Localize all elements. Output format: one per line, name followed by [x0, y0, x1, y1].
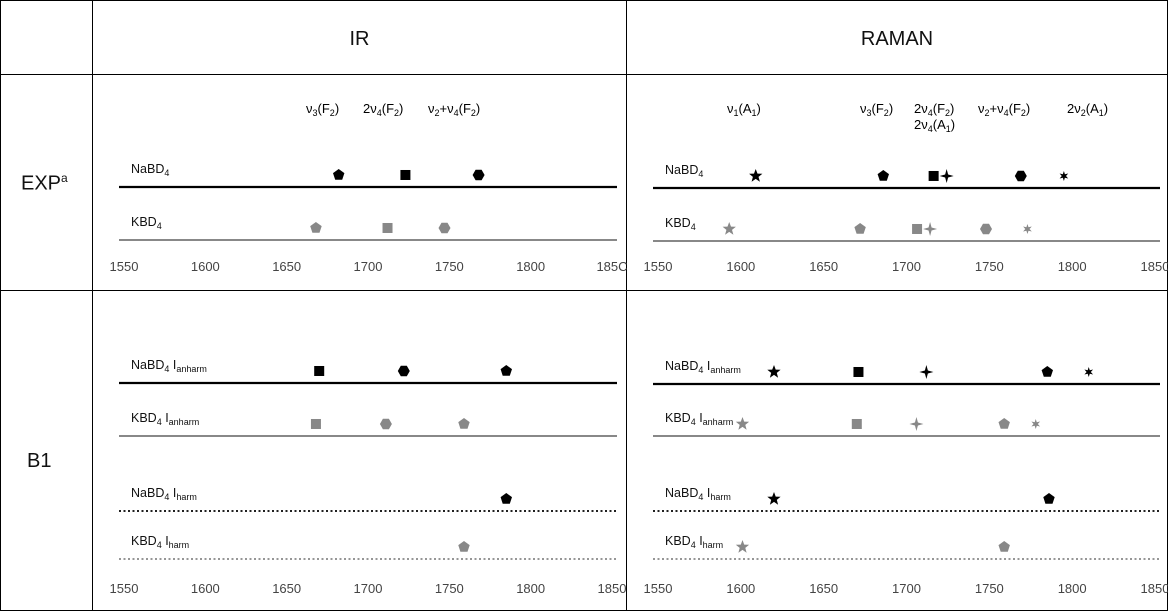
peak-marker-pentagon — [854, 223, 866, 234]
chart-exp-ir: ν3(F2) 2ν4(F2) ν2+ν4(F2) 1550 1600 1650 170… — [110, 101, 628, 274]
series-label: KBD4 Ianharm — [131, 411, 199, 427]
x-tick-label: 1650 — [809, 581, 838, 596]
series-label: NaBD4 — [131, 162, 169, 178]
peak-marker-square — [382, 222, 393, 233]
peak-marker-star6 — [1059, 171, 1069, 181]
x-tick-label: 1600 — [726, 259, 755, 274]
x-tick-label: 1600 — [191, 259, 220, 274]
peak-marker-hexagon — [980, 223, 992, 235]
x-tick-label: 1850 — [1141, 259, 1168, 274]
x-tick-label: 1800 — [1058, 581, 1087, 596]
peak-marker-pentagon — [458, 541, 470, 552]
peak-marker-star — [735, 417, 750, 430]
x-tick-label: 1550 — [110, 581, 139, 596]
peak-marker-pentagon — [500, 365, 512, 376]
peak-marker-pentagon — [310, 222, 322, 233]
series-label: KBD4 Iharm — [131, 534, 189, 550]
series-label: NaBD4 — [665, 163, 703, 179]
series-label: KBD4 — [665, 216, 696, 232]
peak-marker-star6 — [1031, 419, 1041, 429]
x-tick-label: 1750 — [435, 259, 464, 274]
annotation-nu3: ν3(F2) — [860, 101, 893, 118]
series-label: KBD4 — [131, 215, 162, 231]
peak-marker-pentagon — [998, 541, 1010, 552]
x-tick-label: 1550 — [644, 259, 673, 274]
x-tick-label: 1750 — [435, 581, 464, 596]
annotation-2nu2: 2ν2(A1) — [1067, 101, 1108, 118]
x-tick-label: 1600 — [191, 581, 220, 596]
peak-marker-star — [722, 222, 736, 235]
peak-marker-star6 — [1023, 224, 1032, 234]
annotation-2nu4-f2: 2ν4(F2) — [914, 101, 954, 118]
peak-marker-star — [749, 169, 763, 182]
x-tick-label: 1850 — [1141, 581, 1168, 596]
peak-marker-pentagon — [998, 418, 1010, 429]
peak-marker-star — [767, 365, 781, 378]
x-tick-label: 1700 — [892, 259, 921, 274]
peak-marker-square — [851, 418, 862, 429]
chart-b1-ir: 1550 1600 1650 1700 1750 1800 1850 NaBD4 Ianhar… — [110, 358, 627, 596]
peak-marker-square+cross-square — [928, 170, 939, 181]
x-tick-label: 1700 — [354, 581, 383, 596]
x-tick-label: 1800 — [1058, 259, 1087, 274]
peak-marker-star — [767, 492, 781, 505]
x-tick-label: 1550 — [644, 581, 673, 596]
annotation-nu2-nu4: ν2+ν4(F2) — [428, 101, 480, 118]
peak-marker-star6 — [1084, 367, 1094, 377]
x-tick-label: 185C — [596, 259, 627, 274]
peak-marker-square — [853, 366, 864, 377]
header-ir: IR — [349, 28, 370, 50]
peak-marker-hexagon — [379, 418, 392, 430]
peak-marker-pentagon — [500, 493, 512, 504]
peak-marker-hexagon — [1014, 170, 1027, 182]
peak-marker-cross — [909, 416, 924, 431]
peak-marker-square+cross-cross — [939, 168, 954, 183]
header-raman: RAMAN — [860, 28, 934, 50]
x-tick-label: 1800 — [516, 581, 545, 596]
annotation-nu2-nu4: ν2+ν4(F2) — [978, 101, 1030, 118]
x-tick-label: 1750 — [975, 581, 1004, 596]
peak-marker-pentagon — [333, 169, 345, 180]
series-label: NaBD4 Ianharm — [131, 358, 207, 374]
peak-marker-square — [400, 169, 411, 180]
chart-exp-raman: ν1(A1) ν3(F2) 2ν4(F2) 2ν4(A1) ν2+ν4(F2) … — [644, 101, 1168, 274]
annotation-2nu4-a1: 2ν4(A1) — [914, 117, 955, 134]
peak-marker-pentagon — [1043, 493, 1055, 504]
annotation-2nu4: 2ν4(F2) — [363, 101, 403, 118]
peak-marker-pentagon — [877, 170, 889, 181]
peak-marker-hexagon — [397, 365, 410, 377]
series-label: NaBD4 Ianharm — [665, 359, 741, 375]
peak-marker-square — [310, 418, 321, 429]
x-tick-label: 1700 — [892, 581, 921, 596]
peak-marker-cross — [919, 364, 934, 379]
x-tick-label: 1800 — [516, 259, 545, 274]
chart-b1-raman: 1550 1600 1650 1700 1750 1800 1850 NaBD4 Ianhar… — [644, 359, 1168, 596]
x-tick-label: 1700 — [354, 259, 383, 274]
peak-marker-pentagon — [1041, 366, 1053, 377]
peak-marker-star — [735, 540, 750, 553]
peak-marker-square+cross-cross — [923, 221, 938, 236]
peak-marker-hexagon — [438, 222, 451, 234]
x-tick-label: 1650 — [809, 259, 838, 274]
peak-marker-pentagon — [458, 418, 470, 429]
annotation-nu1: ν1(A1) — [727, 101, 761, 118]
x-tick-label: 1750 — [975, 259, 1004, 274]
x-tick-label: 1600 — [726, 581, 755, 596]
x-tick-label: 1850 — [598, 581, 627, 596]
peak-marker-hexagon — [472, 169, 485, 181]
x-tick-label: 1550 — [110, 259, 139, 274]
series-label: KBD4 Ianharm — [665, 411, 733, 427]
annotation-nu3: ν3(F2) — [306, 101, 339, 118]
x-tick-label: 1650 — [272, 581, 301, 596]
series-label: NaBD4 Iharm — [665, 486, 731, 502]
peak-marker-square — [314, 365, 325, 376]
row-label-b1: B1 — [27, 450, 52, 472]
series-label: NaBD4 Iharm — [131, 486, 197, 502]
row-label-exp: EXPa — [21, 171, 68, 195]
peak-marker-square+cross-square — [912, 223, 923, 234]
series-label: KBD4 Iharm — [665, 534, 723, 550]
x-tick-label: 1650 — [272, 259, 301, 274]
